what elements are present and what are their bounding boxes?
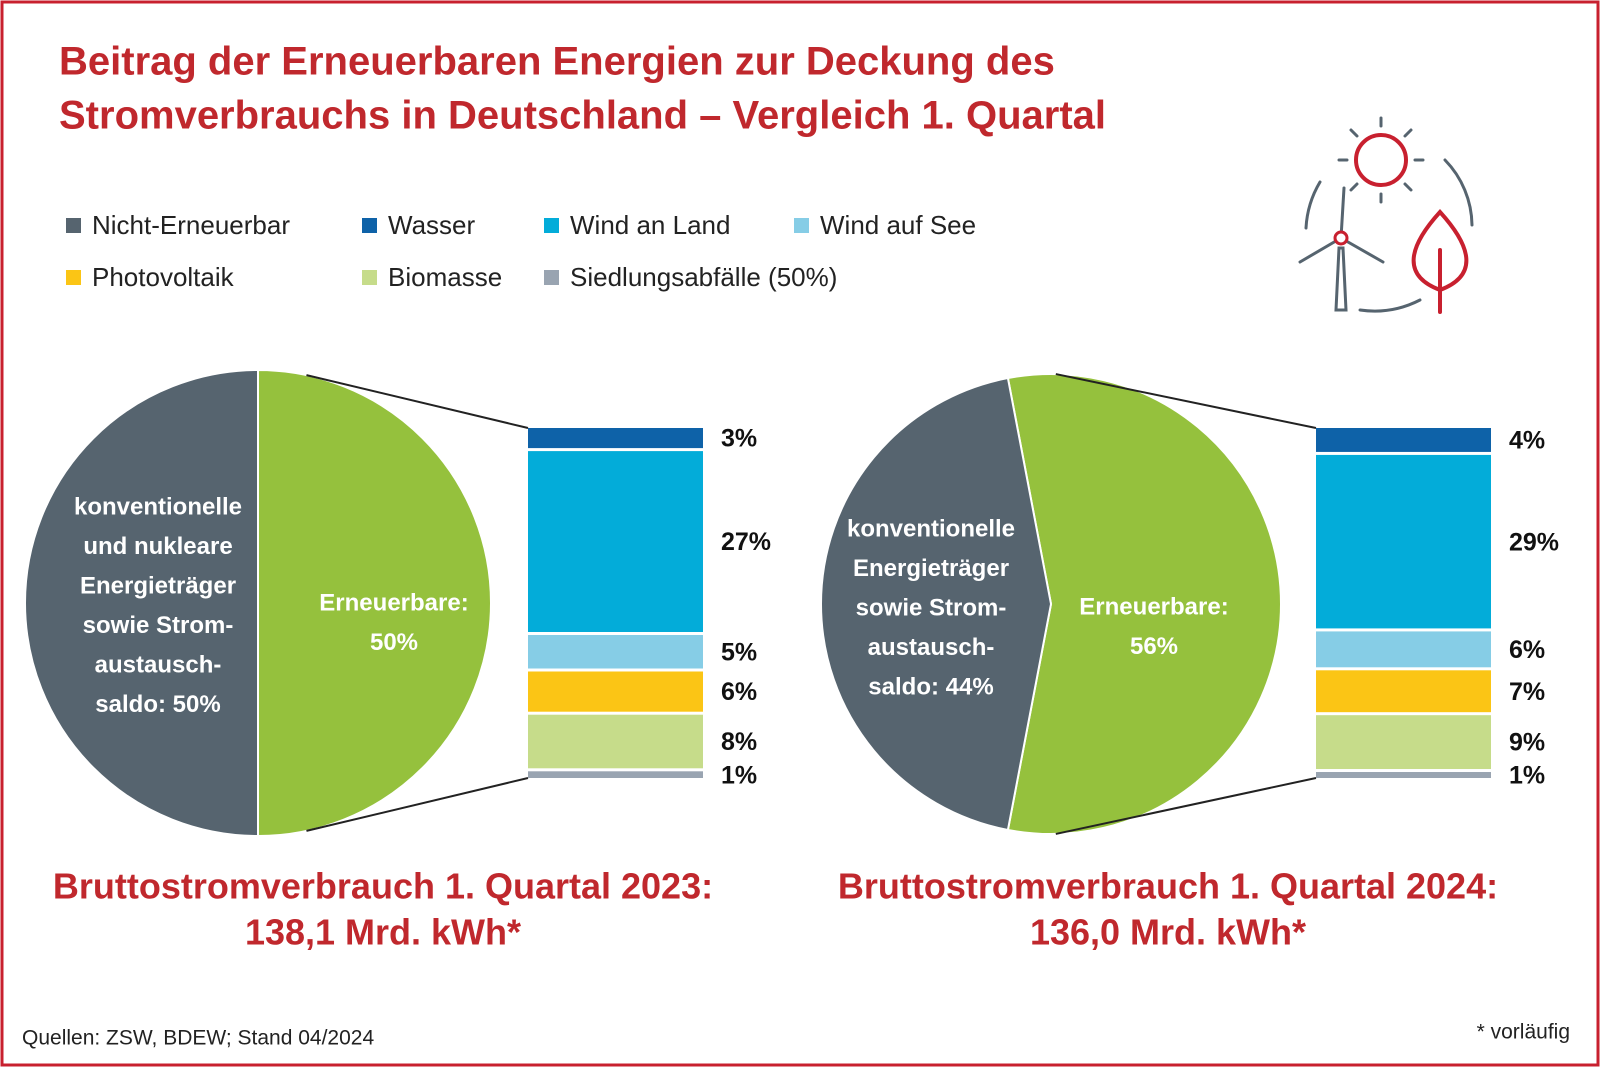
pie-label: und nukleare [83,533,232,560]
pie-label: sowie Strom- [83,612,234,639]
pie-label: 50% [370,629,418,656]
legend-swatch [544,270,559,285]
title-line: Beitrag der Erneuerbaren Energien zur De… [59,40,1055,84]
bar-segment [1316,772,1491,778]
pie-label: Erneuerbare: [319,589,468,616]
chart-caption: Bruttostromverbrauch 1. Quartal 2024: [838,866,1498,907]
connector [306,374,529,429]
title-line: Stromverbrauchs in Deutschland – Verglei… [59,94,1106,138]
value-label: 6% [1509,636,1545,664]
bar-segment [1316,454,1491,629]
pie-label: sowie Strom- [856,594,1007,621]
legend-label: Wind auf See [820,210,976,240]
energy-icon [1298,116,1474,314]
pie-label: saldo: 50% [95,691,220,718]
pie-label: austausch- [868,634,995,661]
legend-swatch [66,270,81,285]
pie-label: Energieträger [80,572,236,599]
bar-segment [528,671,703,712]
pie-slice [1006,373,1282,835]
value-label: 27% [721,528,771,556]
bar-segment [1316,631,1491,668]
legend-swatch [794,218,809,233]
value-label: 3% [721,425,757,453]
connector [1055,373,1317,429]
chart-caption: Bruttostromverbrauch 1. Quartal 2023: [53,866,713,907]
value-label: 9% [1509,729,1545,757]
connector [306,777,529,832]
value-label: 4% [1509,427,1545,455]
pie-label: konventionelle [74,493,242,520]
bar-segment [1316,715,1491,770]
value-label: 1% [1509,762,1545,790]
legend-label: Photovoltaik [92,262,235,292]
value-label: 8% [721,728,757,756]
bar-segment [528,451,703,632]
value-label: 7% [1509,678,1545,706]
legend-swatch [362,218,377,233]
value-label: 5% [721,638,757,666]
pie-slice [257,368,492,838]
legend-label: Biomasse [388,262,502,292]
pie-slice [820,376,1053,832]
chart-caption: 136,0 Mrd. kWh* [1030,912,1306,953]
bar-segment [528,714,703,769]
chart-caption: 138,1 Mrd. kWh* [245,912,521,953]
pie-label: Erneuerbare: [1079,593,1228,620]
value-label: 29% [1509,528,1559,556]
pie-slice [24,368,259,838]
legend-label: Wasser [388,210,475,240]
legend-label: Siedlungsabfälle (50%) [570,262,837,292]
pie-label: austausch- [95,651,222,678]
legend-label: Wind an Land [570,210,730,240]
bar-segment [1316,428,1491,452]
value-label: 1% [721,761,757,789]
legend-swatch [66,218,81,233]
legend-label: Nicht-Erneuerbar [92,210,290,240]
source: Quellen: ZSW, BDEW; Stand 04/2024 [22,1027,374,1050]
connector [1055,777,1317,835]
value-label: 6% [721,678,757,706]
bar-segment [1316,670,1491,713]
pie-label: Energieträger [853,555,1009,582]
pie-label: konventionelle [847,515,1015,542]
footnote: * vorläufig [1477,1021,1570,1044]
bar-segment [528,635,703,669]
legend-swatch [362,270,377,285]
bar-segment [528,428,703,449]
pie-label: saldo: 44% [868,673,993,700]
pie-label: 56% [1130,633,1178,660]
legend-swatch [544,218,559,233]
bar-segment [528,771,703,778]
